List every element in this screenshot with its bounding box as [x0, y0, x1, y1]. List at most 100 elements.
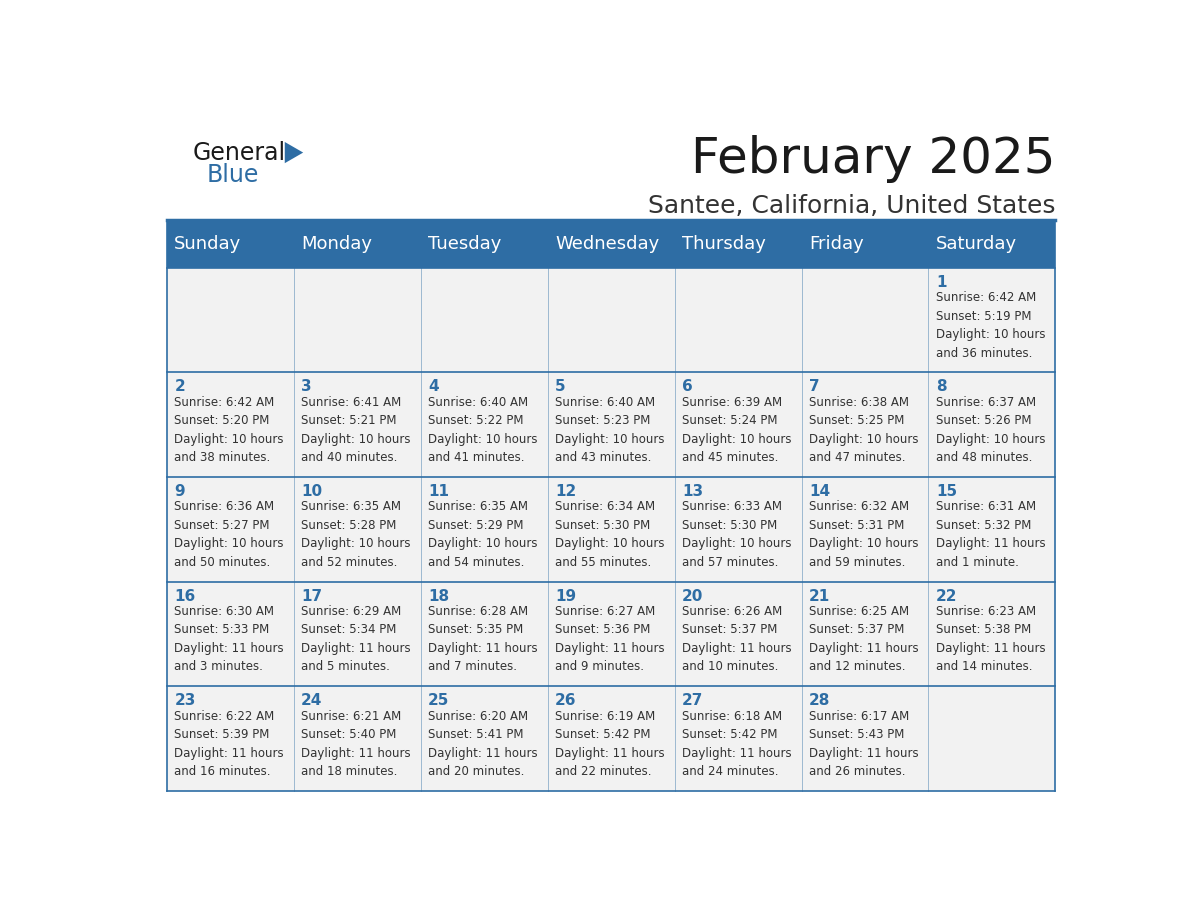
- Bar: [421, 687, 548, 791]
- Text: 24: 24: [302, 693, 323, 709]
- Bar: [421, 477, 548, 582]
- Text: Sunrise: 6:37 AM
Sunset: 5:26 PM
Daylight: 10 hours
and 48 minutes.: Sunrise: 6:37 AM Sunset: 5:26 PM Dayligh…: [936, 396, 1045, 465]
- Bar: [929, 268, 1055, 373]
- Polygon shape: [285, 142, 303, 163]
- Text: 17: 17: [302, 588, 322, 604]
- Bar: [293, 219, 421, 268]
- Bar: [675, 687, 802, 791]
- Bar: [293, 687, 421, 791]
- Text: General: General: [192, 140, 286, 164]
- Text: Sunrise: 6:26 AM
Sunset: 5:37 PM
Daylight: 11 hours
and 10 minutes.: Sunrise: 6:26 AM Sunset: 5:37 PM Dayligh…: [682, 605, 791, 674]
- Text: 6: 6: [682, 379, 693, 395]
- Bar: [929, 477, 1055, 582]
- Text: Sunrise: 6:34 AM
Sunset: 5:30 PM
Daylight: 10 hours
and 55 minutes.: Sunrise: 6:34 AM Sunset: 5:30 PM Dayligh…: [555, 500, 664, 569]
- Text: Sunrise: 6:35 AM
Sunset: 5:28 PM
Daylight: 10 hours
and 52 minutes.: Sunrise: 6:35 AM Sunset: 5:28 PM Dayligh…: [302, 500, 411, 569]
- Text: 25: 25: [428, 693, 449, 709]
- Bar: [675, 373, 802, 477]
- Text: 27: 27: [682, 693, 703, 709]
- Text: 16: 16: [175, 588, 196, 604]
- Bar: [675, 219, 802, 268]
- Bar: [929, 373, 1055, 477]
- Text: Sunrise: 6:18 AM
Sunset: 5:42 PM
Daylight: 11 hours
and 24 minutes.: Sunrise: 6:18 AM Sunset: 5:42 PM Dayligh…: [682, 710, 791, 778]
- Text: 13: 13: [682, 484, 703, 499]
- Bar: [421, 373, 548, 477]
- Text: 23: 23: [175, 693, 196, 709]
- Text: Sunrise: 6:27 AM
Sunset: 5:36 PM
Daylight: 11 hours
and 9 minutes.: Sunrise: 6:27 AM Sunset: 5:36 PM Dayligh…: [555, 605, 664, 674]
- Bar: [675, 582, 802, 687]
- Bar: [166, 687, 293, 791]
- Bar: [802, 219, 929, 268]
- Bar: [675, 477, 802, 582]
- Text: 2: 2: [175, 379, 185, 395]
- Text: 28: 28: [809, 693, 830, 709]
- Bar: [548, 268, 675, 373]
- Bar: [548, 373, 675, 477]
- Text: Sunrise: 6:42 AM
Sunset: 5:19 PM
Daylight: 10 hours
and 36 minutes.: Sunrise: 6:42 AM Sunset: 5:19 PM Dayligh…: [936, 291, 1045, 360]
- Bar: [421, 219, 548, 268]
- Text: 4: 4: [428, 379, 438, 395]
- Text: Sunrise: 6:17 AM
Sunset: 5:43 PM
Daylight: 11 hours
and 26 minutes.: Sunrise: 6:17 AM Sunset: 5:43 PM Dayligh…: [809, 710, 918, 778]
- Text: 20: 20: [682, 588, 703, 604]
- Text: Sunrise: 6:19 AM
Sunset: 5:42 PM
Daylight: 11 hours
and 22 minutes.: Sunrise: 6:19 AM Sunset: 5:42 PM Dayligh…: [555, 710, 664, 778]
- Bar: [166, 477, 293, 582]
- Bar: [421, 582, 548, 687]
- Text: Sunrise: 6:36 AM
Sunset: 5:27 PM
Daylight: 10 hours
and 50 minutes.: Sunrise: 6:36 AM Sunset: 5:27 PM Dayligh…: [175, 500, 284, 569]
- Bar: [293, 373, 421, 477]
- Bar: [929, 219, 1055, 268]
- Text: 14: 14: [809, 484, 830, 499]
- Bar: [548, 477, 675, 582]
- Bar: [166, 373, 293, 477]
- Text: 18: 18: [428, 588, 449, 604]
- Text: 21: 21: [809, 588, 830, 604]
- Bar: [421, 268, 548, 373]
- Bar: [802, 687, 929, 791]
- Bar: [166, 268, 293, 373]
- Text: Sunrise: 6:25 AM
Sunset: 5:37 PM
Daylight: 11 hours
and 12 minutes.: Sunrise: 6:25 AM Sunset: 5:37 PM Dayligh…: [809, 605, 918, 674]
- Text: Sunrise: 6:23 AM
Sunset: 5:38 PM
Daylight: 11 hours
and 14 minutes.: Sunrise: 6:23 AM Sunset: 5:38 PM Dayligh…: [936, 605, 1045, 674]
- Bar: [548, 219, 675, 268]
- Bar: [548, 582, 675, 687]
- Text: Wednesday: Wednesday: [555, 235, 659, 252]
- Text: Sunrise: 6:33 AM
Sunset: 5:30 PM
Daylight: 10 hours
and 57 minutes.: Sunrise: 6:33 AM Sunset: 5:30 PM Dayligh…: [682, 500, 791, 569]
- Bar: [675, 268, 802, 373]
- Text: 11: 11: [428, 484, 449, 499]
- Text: 10: 10: [302, 484, 322, 499]
- Text: 19: 19: [555, 588, 576, 604]
- Text: Friday: Friday: [809, 235, 864, 252]
- Bar: [802, 373, 929, 477]
- Text: Sunrise: 6:31 AM
Sunset: 5:32 PM
Daylight: 11 hours
and 1 minute.: Sunrise: 6:31 AM Sunset: 5:32 PM Dayligh…: [936, 500, 1045, 569]
- Text: February 2025: February 2025: [691, 135, 1055, 183]
- Text: Sunrise: 6:40 AM
Sunset: 5:23 PM
Daylight: 10 hours
and 43 minutes.: Sunrise: 6:40 AM Sunset: 5:23 PM Dayligh…: [555, 396, 664, 465]
- Text: 1: 1: [936, 274, 947, 290]
- Text: 8: 8: [936, 379, 947, 395]
- Text: Sunday: Sunday: [175, 235, 241, 252]
- Text: Sunrise: 6:28 AM
Sunset: 5:35 PM
Daylight: 11 hours
and 7 minutes.: Sunrise: 6:28 AM Sunset: 5:35 PM Dayligh…: [428, 605, 538, 674]
- Text: 26: 26: [555, 693, 576, 709]
- Bar: [929, 687, 1055, 791]
- Bar: [166, 582, 293, 687]
- Text: 15: 15: [936, 484, 958, 499]
- Text: Tuesday: Tuesday: [428, 235, 501, 252]
- Text: Blue: Blue: [207, 163, 259, 187]
- Text: Sunrise: 6:30 AM
Sunset: 5:33 PM
Daylight: 11 hours
and 3 minutes.: Sunrise: 6:30 AM Sunset: 5:33 PM Dayligh…: [175, 605, 284, 674]
- Bar: [802, 268, 929, 373]
- Text: Saturday: Saturday: [936, 235, 1017, 252]
- Text: 7: 7: [809, 379, 820, 395]
- Bar: [548, 687, 675, 791]
- Bar: [293, 268, 421, 373]
- Text: Sunrise: 6:39 AM
Sunset: 5:24 PM
Daylight: 10 hours
and 45 minutes.: Sunrise: 6:39 AM Sunset: 5:24 PM Dayligh…: [682, 396, 791, 465]
- Text: Sunrise: 6:35 AM
Sunset: 5:29 PM
Daylight: 10 hours
and 54 minutes.: Sunrise: 6:35 AM Sunset: 5:29 PM Dayligh…: [428, 500, 538, 569]
- Text: 9: 9: [175, 484, 185, 499]
- Text: Sunrise: 6:21 AM
Sunset: 5:40 PM
Daylight: 11 hours
and 18 minutes.: Sunrise: 6:21 AM Sunset: 5:40 PM Dayligh…: [302, 710, 411, 778]
- Text: Sunrise: 6:41 AM
Sunset: 5:21 PM
Daylight: 10 hours
and 40 minutes.: Sunrise: 6:41 AM Sunset: 5:21 PM Dayligh…: [302, 396, 411, 465]
- Bar: [929, 582, 1055, 687]
- Text: Thursday: Thursday: [682, 235, 766, 252]
- Bar: [293, 582, 421, 687]
- Text: Monday: Monday: [302, 235, 372, 252]
- Text: Sunrise: 6:42 AM
Sunset: 5:20 PM
Daylight: 10 hours
and 38 minutes.: Sunrise: 6:42 AM Sunset: 5:20 PM Dayligh…: [175, 396, 284, 465]
- Text: Sunrise: 6:38 AM
Sunset: 5:25 PM
Daylight: 10 hours
and 47 minutes.: Sunrise: 6:38 AM Sunset: 5:25 PM Dayligh…: [809, 396, 918, 465]
- Text: Santee, California, United States: Santee, California, United States: [647, 194, 1055, 218]
- Text: 5: 5: [555, 379, 565, 395]
- Bar: [802, 477, 929, 582]
- Bar: [293, 477, 421, 582]
